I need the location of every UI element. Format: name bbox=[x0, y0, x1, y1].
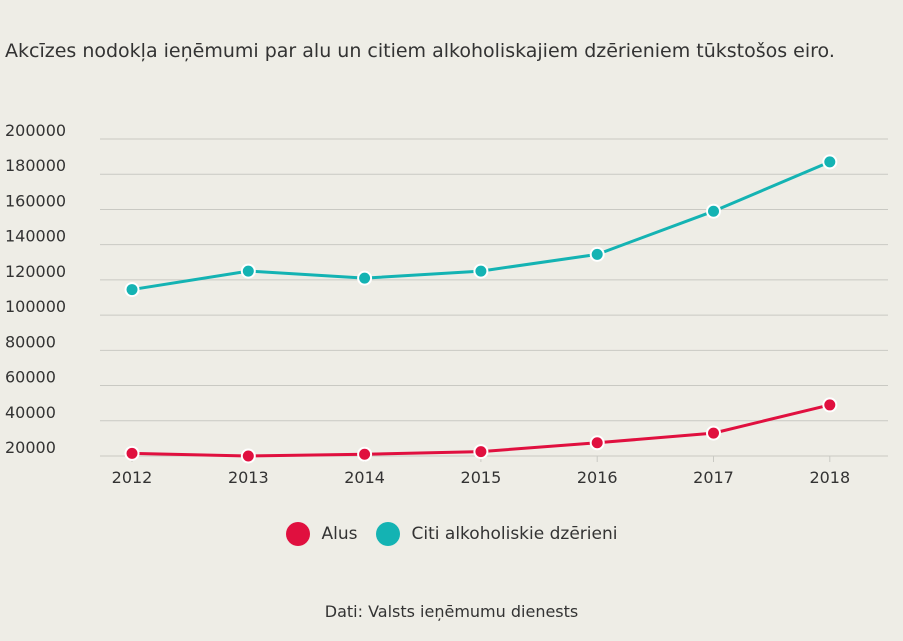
y-tick-label: 140000 bbox=[5, 227, 66, 246]
data-point-citi[interactable] bbox=[357, 270, 373, 286]
x-tick-label: 2016 bbox=[577, 468, 618, 487]
source-note: Dati: Valsts ieņēmumu dienests bbox=[324, 602, 579, 621]
data-point-citi[interactable] bbox=[589, 246, 605, 262]
x-tick-label: 2013 bbox=[228, 468, 269, 487]
line-chart: 200000 180000 160000 140000 120000 100000 8000… bbox=[5, 121, 888, 487]
y-tick-label: 40000 bbox=[5, 403, 56, 422]
y-tick-label: 80000 bbox=[5, 332, 56, 351]
y-tick-label: 200000 bbox=[5, 121, 66, 140]
legend-item-alus[interactable]: Alus bbox=[285, 522, 358, 546]
legend-label-citi: Citi alkoholiskie dzērieni bbox=[411, 524, 618, 544]
x-tick-label: 2014 bbox=[344, 468, 385, 487]
y-tick-label: 100000 bbox=[5, 297, 66, 316]
series-lines bbox=[124, 154, 838, 464]
data-point-citi[interactable] bbox=[822, 154, 838, 170]
y-tick-label: 20000 bbox=[5, 438, 56, 457]
grid-lines bbox=[100, 138, 888, 457]
data-point-citi[interactable] bbox=[240, 263, 256, 279]
y-axis-ticks: 200000 180000 160000 140000 120000 100000 8000… bbox=[5, 121, 66, 457]
data-point-alus[interactable] bbox=[589, 435, 605, 451]
data-point-alus[interactable] bbox=[822, 397, 838, 413]
data-point-alus[interactable] bbox=[473, 444, 489, 460]
data-point-alus[interactable] bbox=[124, 445, 140, 461]
legend-swatch-alus bbox=[285, 522, 310, 546]
x-axis-ticks: 2012 2013 2014 2015 2016 2017 2018 bbox=[112, 456, 850, 487]
data-point-citi[interactable] bbox=[124, 282, 140, 298]
x-tick-label: 2018 bbox=[809, 468, 850, 487]
y-tick-label: 60000 bbox=[5, 368, 56, 387]
x-tick-label: 2017 bbox=[693, 468, 734, 487]
chart-title: Akcīzes nodokļa ieņēmumi par alu un citi… bbox=[5, 40, 835, 62]
y-tick-label: 160000 bbox=[5, 191, 66, 210]
y-tick-label: 120000 bbox=[5, 262, 66, 281]
data-point-citi[interactable] bbox=[706, 203, 721, 219]
legend-swatch-citi bbox=[375, 522, 400, 546]
x-tick-label: 2012 bbox=[112, 468, 153, 487]
x-tick-label: 2015 bbox=[461, 468, 502, 487]
data-point-alus[interactable] bbox=[357, 446, 373, 462]
legend-label-alus: Alus bbox=[321, 524, 358, 544]
y-tick-label: 180000 bbox=[5, 156, 66, 175]
data-point-citi[interactable] bbox=[473, 263, 489, 279]
legend-item-citi[interactable]: Citi alkoholiskie dzērieni bbox=[375, 522, 618, 546]
data-point-alus[interactable] bbox=[706, 425, 721, 441]
data-point-alus[interactable] bbox=[240, 448, 256, 464]
legend: Alus Citi alkoholiskie dzērieni bbox=[0, 522, 903, 546]
